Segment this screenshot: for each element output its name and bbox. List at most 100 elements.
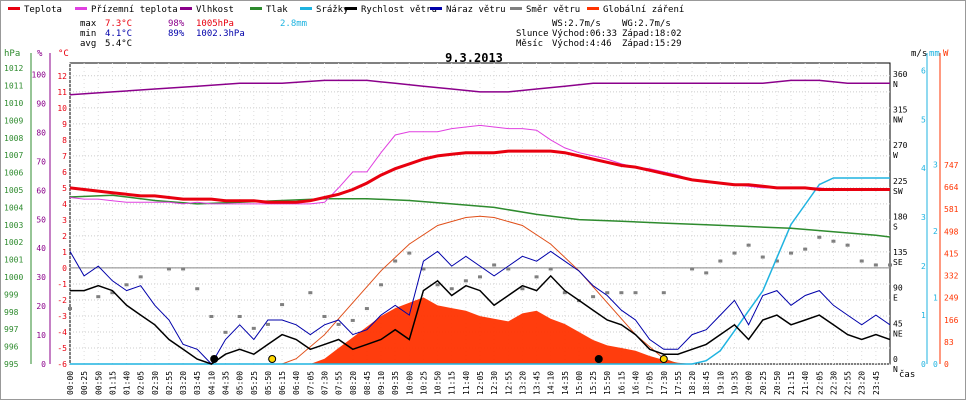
x-tick-label: 22:05 bbox=[815, 371, 824, 395]
moon-rise: Východ:4:46 bbox=[552, 39, 612, 49]
wind-direction-dot bbox=[789, 251, 794, 255]
unit-w: W bbox=[943, 49, 949, 59]
x-tick-label: 20:25 bbox=[759, 371, 768, 395]
x-tick-label: 02:55 bbox=[165, 371, 174, 395]
x-tick-label: 04:35 bbox=[222, 371, 231, 395]
sun-set: Západ:18:02 bbox=[622, 29, 682, 39]
wind-speed-info: WS:2.7m/s bbox=[552, 19, 601, 29]
legend-label-4: Srážky bbox=[316, 5, 349, 15]
wind-direction-dot bbox=[181, 267, 186, 271]
wind-direction-dot bbox=[661, 291, 666, 295]
legend-label-6: Náraz větru bbox=[446, 5, 506, 15]
wind-direction-dot bbox=[760, 255, 765, 259]
wind-direction-dot bbox=[718, 259, 723, 263]
wind-direction-dot bbox=[195, 287, 200, 291]
wind-direction-dot bbox=[421, 267, 426, 271]
wind-direction-dot bbox=[605, 291, 610, 295]
legend-label-7: Směr větru bbox=[526, 5, 580, 15]
x-tick-label: 16:40 bbox=[632, 371, 641, 395]
x-tick-label: 11:15 bbox=[448, 371, 457, 395]
x-tick-label: 08:20 bbox=[349, 371, 358, 395]
wind-direction-dot bbox=[888, 263, 892, 267]
x-tick-label: 11:40 bbox=[462, 371, 471, 395]
w-tick-label: 415 bbox=[944, 249, 959, 258]
hpa-tick-label: 1001 bbox=[4, 256, 23, 265]
sun-marker bbox=[268, 355, 277, 363]
wind-direction-dot bbox=[379, 283, 384, 287]
stat-max-label: max bbox=[80, 19, 97, 29]
legend-swatch-1 bbox=[75, 7, 87, 10]
wind-direction-dot bbox=[859, 259, 864, 263]
pressure-line bbox=[69, 194, 891, 238]
dir-tick-label: W bbox=[893, 151, 898, 160]
legend-label-5: Rychlost větru bbox=[361, 5, 437, 15]
x-tick-label: 13:20 bbox=[518, 371, 527, 395]
stat-max-press: 1005hPa bbox=[196, 19, 234, 29]
moon-marker bbox=[210, 355, 219, 363]
sun-label: Slunce bbox=[516, 29, 549, 39]
mm-tick-label: 2 bbox=[933, 227, 938, 236]
legend-swatch-8 bbox=[587, 7, 599, 10]
legend-swatch-0 bbox=[8, 7, 20, 10]
wind-direction-dot bbox=[209, 314, 214, 318]
legend-label-3: Tlak bbox=[266, 5, 288, 15]
c-tick-label: -2 bbox=[57, 296, 67, 305]
x-tick-label: 23:45 bbox=[872, 371, 881, 395]
x-tick-label: 12:05 bbox=[476, 371, 485, 395]
temperature-line bbox=[69, 149, 890, 204]
wind-direction-dot bbox=[831, 239, 836, 243]
wind-direction-dot bbox=[110, 291, 115, 295]
c-tick-label: 7 bbox=[62, 152, 67, 161]
legend-swatch-4 bbox=[300, 7, 312, 10]
x-tick-label: 20:50 bbox=[773, 371, 782, 395]
c-tick-label: 10 bbox=[57, 104, 67, 113]
x-tick-label: 00:25 bbox=[80, 371, 89, 395]
legend-label-1: Přízemní teplota bbox=[91, 5, 178, 15]
w-tick-label: 0 bbox=[944, 360, 949, 369]
pct-tick-label: 50 bbox=[36, 215, 46, 224]
wind-direction-dot bbox=[591, 295, 596, 299]
moon-marker bbox=[594, 355, 603, 363]
pct-tick-label: 90 bbox=[36, 100, 46, 109]
wind-gust-info: WG:2.7m/s bbox=[622, 19, 671, 29]
stat-max-temp: 7.3°C bbox=[105, 19, 132, 29]
legend-swatch-6 bbox=[430, 7, 442, 10]
w-tick-label: 747 bbox=[944, 161, 959, 170]
x-tick-label: 15:50 bbox=[603, 371, 612, 395]
hpa-tick-label: 1003 bbox=[4, 221, 23, 230]
legend-swatch-7 bbox=[510, 7, 522, 10]
wind-direction-dot bbox=[478, 275, 482, 279]
c-tick-label: 3 bbox=[62, 216, 67, 225]
x-tick-label: 22:55 bbox=[844, 371, 853, 395]
wind-direction-dot bbox=[619, 291, 624, 295]
wind-direction-dot bbox=[633, 291, 638, 295]
x-tick-label: 02:30 bbox=[151, 371, 160, 395]
x-tick-label: 15:00 bbox=[575, 371, 584, 395]
dir-tick-label: E bbox=[893, 294, 898, 303]
w-tick-label: 664 bbox=[944, 183, 959, 192]
x-tick-label: 23:20 bbox=[858, 371, 867, 395]
humidity-line bbox=[69, 79, 890, 96]
dir-tick-value: 135 bbox=[893, 248, 908, 257]
x-tick-label: 09:35 bbox=[391, 371, 400, 395]
w-tick-label: 332 bbox=[944, 272, 959, 281]
sun-marker bbox=[659, 355, 668, 363]
wind-direction-dot bbox=[449, 287, 454, 291]
wind-direction-dot bbox=[506, 267, 511, 271]
hpa-tick-label: 997 bbox=[4, 325, 19, 334]
axis-units: hPa % °C m/s mm W čas bbox=[4, 49, 949, 380]
c-tick-label: 5 bbox=[62, 184, 67, 193]
dir-tick-value: 90 bbox=[893, 284, 903, 293]
c-tick-label: -1 bbox=[57, 280, 67, 289]
mm-tick-label: 3 bbox=[933, 161, 938, 170]
dir-tick-value: 180 bbox=[893, 212, 908, 221]
c-tick-label: 4 bbox=[62, 200, 67, 209]
w-tick-label: 166 bbox=[944, 316, 959, 325]
stat-min-hum: 89% bbox=[168, 29, 185, 39]
w-tick-label: 249 bbox=[944, 294, 959, 303]
hpa-tick-label: 995 bbox=[4, 360, 19, 369]
wind-direction-dot bbox=[407, 251, 412, 255]
x-tick-label: 07:55 bbox=[335, 371, 344, 395]
pct-tick-label: 30 bbox=[36, 273, 46, 282]
